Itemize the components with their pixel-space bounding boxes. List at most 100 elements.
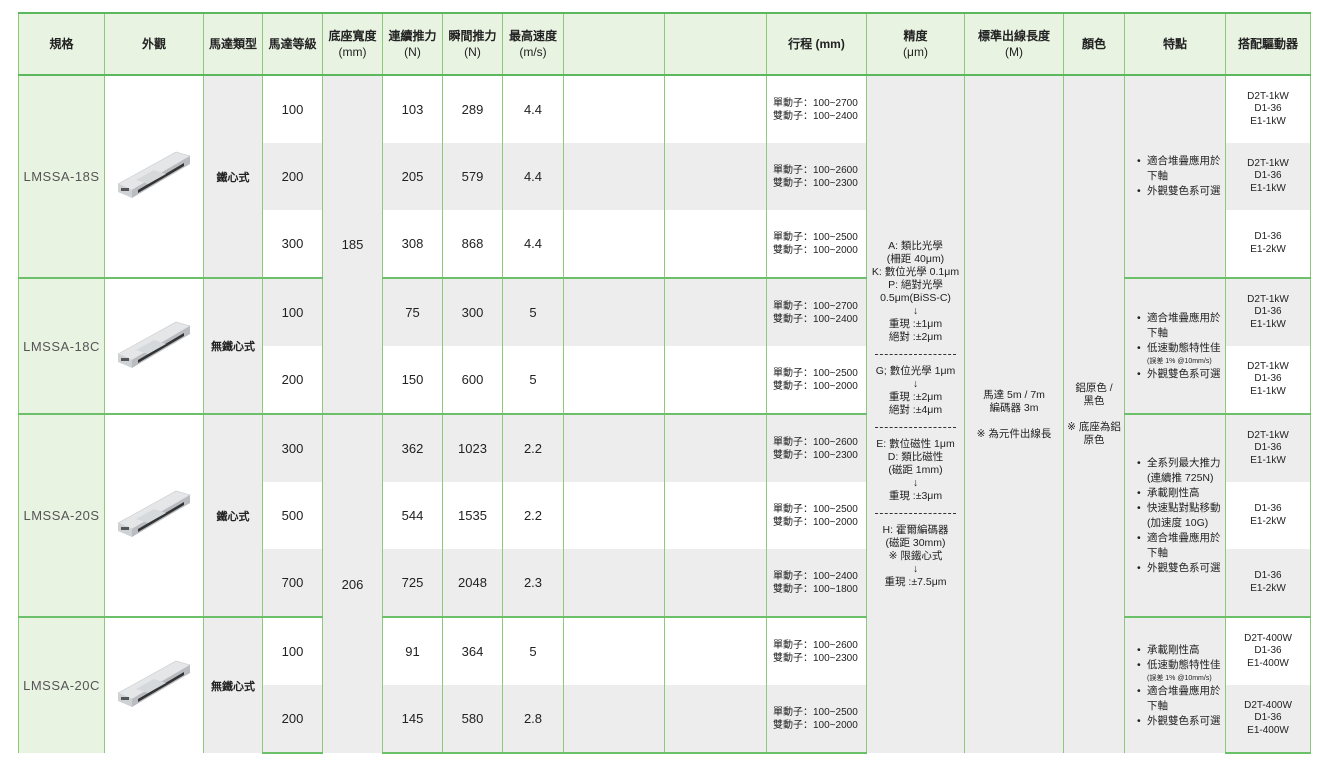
blank-cell-1 — [563, 143, 665, 210]
driver-line: E1-1kW — [1250, 454, 1286, 466]
header-driver: 搭配驅動器 — [1225, 12, 1311, 76]
driver: D2T-400W D1-36 E1-400W — [1225, 685, 1311, 754]
feature-item: 快速點對點移動(加速度 10G) — [1137, 501, 1221, 531]
feature-item: 適合堆疊應用於下軸 — [1137, 154, 1221, 184]
driver-line: D1-36 — [1254, 306, 1282, 318]
unit: (μm) — [903, 45, 928, 59]
feature-item: 承載剛性高 — [1137, 643, 1221, 658]
header-base-width: 底座寬度 (mm) — [322, 12, 383, 76]
blank-cell-2 — [664, 685, 767, 754]
stroke-line: 單動子：100~2700 — [773, 300, 858, 312]
feature-item: 低速動態特性佳 (誤差 1% @10mm/s) — [1137, 658, 1221, 684]
stroke: 單動子：100~2700 雙動子：100~2400 — [766, 74, 867, 143]
header-blank-2 — [664, 12, 767, 76]
blank-cell-2 — [664, 346, 767, 414]
motor-grade: 200 — [262, 346, 323, 414]
precision-line: A: 類比光學 — [888, 240, 943, 252]
peak-force: 579 — [442, 143, 503, 210]
max-speed: 2.3 — [502, 549, 564, 617]
feature-text: 低速動態特性佳 — [1147, 341, 1221, 354]
feature-text: 適合堆疊應用於下軸 — [1147, 684, 1221, 712]
product-image — [104, 413, 204, 617]
driver-line: D2T-1kW — [1247, 360, 1289, 372]
header-row: 規格 外觀 馬達類型 馬達等級 底座寬度 (mm) 連續推力 (N) 瞬間推力 (N)… — [18, 12, 1311, 76]
model-name: LMSSA-20C — [18, 616, 105, 753]
motor-grade: 300 — [262, 210, 323, 278]
stroke-line: 單動子：100~2700 — [773, 97, 858, 109]
motor-grade: 100 — [262, 616, 323, 685]
continuous-force: 75 — [382, 277, 443, 346]
header-stroke: 行程 (mm) — [766, 12, 867, 76]
model-name: LMSSA-18S — [18, 74, 105, 278]
max-speed: 5 — [502, 616, 564, 685]
motor-type: 無鐵心式 — [203, 616, 263, 753]
precision-line: 絕對 :±4μm — [888, 404, 943, 416]
precision-line: 0.5μm(BiSS-C) — [880, 292, 951, 304]
blank-cell-2 — [664, 143, 767, 210]
stroke-line: 單動子：100~2500 — [773, 231, 858, 243]
stroke-line: 單動子：100~2500 — [773, 367, 858, 379]
header-motor-grade: 馬達等級 — [262, 12, 323, 76]
stroke-line: 雙動子：100~2400 — [773, 110, 858, 122]
driver-line: D2T-1kW — [1247, 157, 1289, 169]
label: 精度 — [903, 29, 928, 43]
blank-cell-1 — [563, 277, 665, 346]
driver: D2T-1kW D1-36 E1-1kW — [1225, 346, 1311, 414]
feature-item: 外觀雙色系可選 — [1137, 561, 1221, 576]
table-row: LMSSA-20S 鐵心式 300 206 362 1023 2.2 單動子：100~2600… — [18, 413, 1311, 753]
header-precision: 精度 (μm) — [866, 12, 965, 76]
stroke: 單動子：100~2400 雙動子：100~1800 — [766, 549, 867, 617]
driver-line: D2T-1kW — [1247, 429, 1289, 441]
feature-note: (誤差 1% @10mm/s) — [1147, 674, 1212, 682]
driver-line: D2T-400W — [1244, 632, 1292, 644]
feature-note: (誤差 1% @10mm/s) — [1147, 357, 1212, 365]
stroke-line: 單動子：100~2400 — [773, 570, 858, 582]
model-name: LMSSA-18C — [18, 277, 105, 414]
precision: A: 類比光學 (柵距 40μm) K: 數位光學 0.1μm P: 絕對光學 0.5μ… — [866, 74, 965, 753]
dashed-divider — [875, 427, 956, 428]
driver: D1-36 E1-2kW — [1225, 210, 1311, 278]
linear-stage-image — [114, 660, 194, 715]
blank-cell-1 — [563, 549, 665, 617]
blank-cell-1 — [563, 616, 665, 685]
precision-block: G; 數位光學 1μm ↓ 重現 :±2μm 絕對 :±4μm — [867, 361, 964, 421]
driver-line: D1-36 — [1254, 570, 1282, 581]
header-blank-1 — [563, 12, 665, 76]
color-line: ※ 底座為鋁 — [1067, 421, 1121, 433]
driver: D1-36 E1-2kW — [1225, 482, 1311, 549]
stroke-line: 雙動子：100~2000 — [773, 244, 858, 256]
stroke-line: 單動子：100~2500 — [773, 706, 858, 718]
stroke-line: 雙動子：100~2300 — [773, 177, 858, 189]
table-body: LMSSA-18S 鐵心式 100 185 103 289 4.4 單動子：100~2700 雙… — [18, 74, 1311, 754]
motor-grade: 500 — [262, 482, 323, 549]
continuous-force: 145 — [382, 685, 443, 754]
cable-line — [965, 415, 1063, 428]
blank-cell-2 — [664, 74, 767, 143]
feature-text: 外觀雙色系可選 — [1147, 714, 1221, 727]
table-row: 200 145 580 2.8 單動子：100~2500 雙動子：100~2000 D2T-… — [19, 685, 1311, 754]
blank-cell-1 — [563, 685, 665, 754]
feature-text: 承載剛性高 — [1147, 643, 1200, 656]
feature-list: 全系列最大推力(連續推 725N) 承載剛性高快速點對點移動(加速度 10G)適合… — [1125, 456, 1225, 576]
stroke-line: 單動子：100~2600 — [773, 436, 858, 448]
driver-line: D1-36 — [1254, 712, 1282, 724]
table-row: 500 544 1535 2.2 單動子：100~2500 雙動子：100~2000 D1-… — [19, 482, 1311, 549]
motor-grade: 100 — [262, 277, 323, 346]
linear-stage-image — [114, 151, 194, 206]
header-spec: 規格 — [18, 12, 105, 76]
stroke: 單動子：100~2500 雙動子：100~2000 — [766, 210, 867, 278]
feature-item: 外觀雙色系可選 — [1137, 184, 1221, 199]
driver-line: E1-2kW — [1250, 515, 1286, 527]
max-speed: 4.4 — [502, 74, 564, 143]
precision-line: ↓ — [912, 563, 919, 575]
blank-cell-2 — [664, 616, 767, 685]
motor-grade: 200 — [262, 143, 323, 210]
continuous-force: 308 — [382, 210, 443, 278]
unit: (N) — [404, 45, 421, 59]
blank-cell-2 — [664, 482, 767, 549]
header-peak-force: 瞬間推力 (N) — [442, 12, 503, 76]
driver-line: E1-1kW — [1250, 182, 1286, 194]
table-row: LMSSA-18S 鐵心式 100 185 103 289 4.4 單動子：100~2700 雙… — [18, 74, 1311, 753]
model-name: LMSSA-20S — [18, 413, 105, 617]
feature-text: 適合堆疊應用於下軸 — [1147, 531, 1221, 559]
